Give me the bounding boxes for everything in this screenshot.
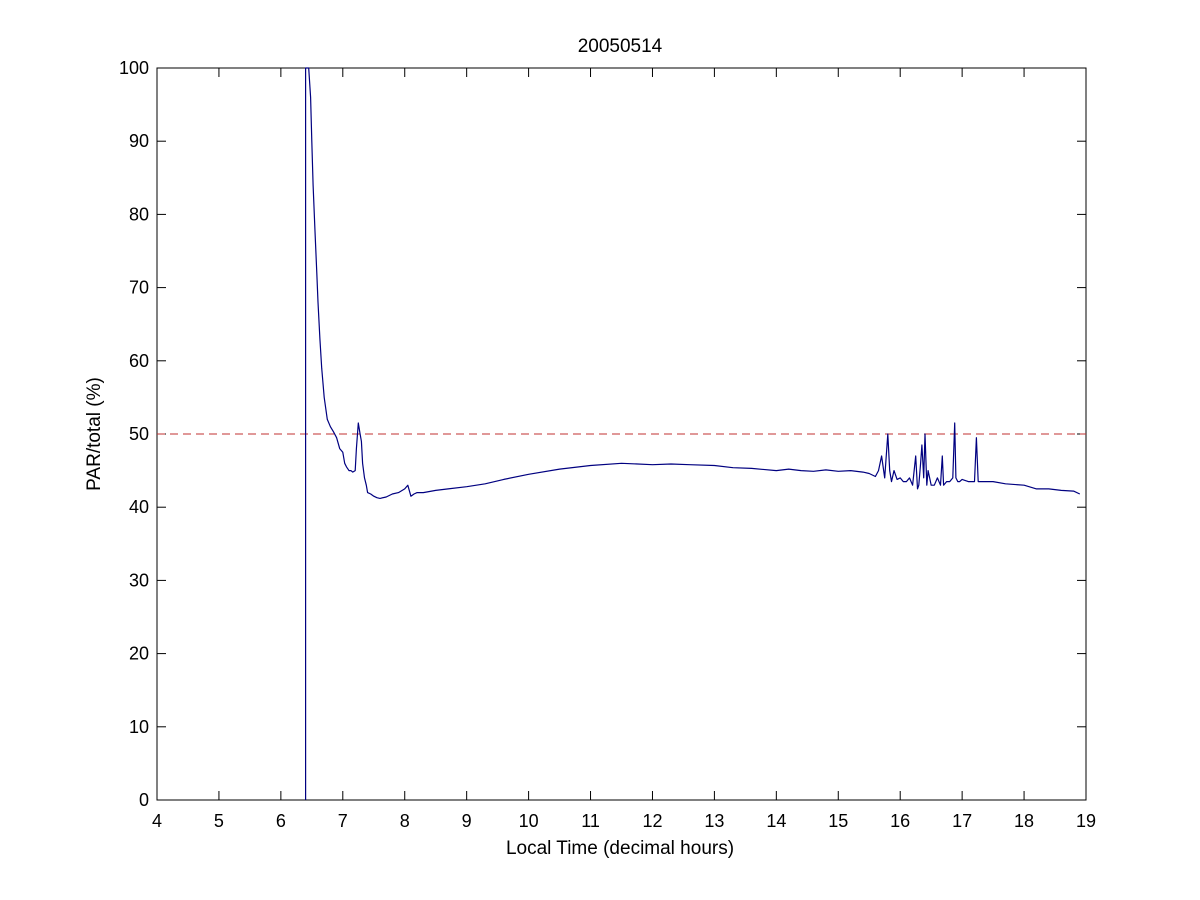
y-axis: 0 10 20 30 40 50 60 70 80 90 100 — [119, 58, 1086, 810]
x-axis: 4 5 6 7 8 9 10 11 12 13 14 15 16 17 18 19 — [152, 68, 1096, 831]
y-tick-label: 90 — [129, 131, 149, 151]
x-tick-label: 4 — [152, 811, 162, 831]
y-tick-label: 40 — [129, 497, 149, 517]
x-tick-label: 10 — [519, 811, 539, 831]
x-tick-label: 12 — [642, 811, 662, 831]
y-tick-label: 30 — [129, 570, 149, 590]
chart-title: 20050514 — [578, 36, 663, 57]
y-axis-title: PAR/total (%) — [84, 377, 105, 491]
x-tick-label: 7 — [338, 811, 348, 831]
x-tick-label: 18 — [1014, 811, 1034, 831]
y-tick-label: 10 — [129, 717, 149, 737]
x-tick-label: 17 — [952, 811, 972, 831]
x-tick-label: 15 — [828, 811, 848, 831]
series-group — [305, 67, 1081, 800]
y-tick-label: 20 — [129, 644, 149, 664]
y-tick-label: 50 — [129, 424, 149, 444]
x-tick-label: 13 — [704, 811, 724, 831]
x-axis-title: Local Time (decimal hours) — [506, 838, 734, 859]
series-line — [305, 67, 1081, 800]
x-tick-label: 5 — [214, 811, 224, 831]
x-tick-label: 16 — [890, 811, 910, 831]
y-tick-label: 80 — [129, 204, 149, 224]
x-tick-label: 8 — [400, 811, 410, 831]
x-tick-label: 9 — [462, 811, 472, 831]
x-tick-label: 11 — [581, 811, 600, 831]
x-tick-label: 6 — [276, 811, 286, 831]
y-tick-label: 60 — [129, 351, 149, 371]
y-tick-label: 0 — [139, 790, 149, 810]
x-tick-label: 14 — [766, 811, 786, 831]
y-tick-label: 70 — [129, 278, 149, 298]
plot-area — [156, 67, 1087, 801]
x-tick-label: 19 — [1076, 811, 1096, 831]
y-tick-label: 100 — [119, 58, 149, 78]
